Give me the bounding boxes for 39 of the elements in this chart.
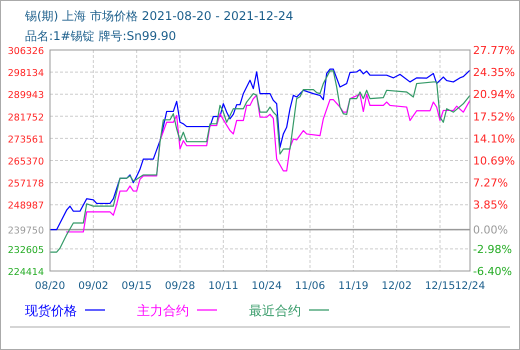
y-tick-label: 289943 bbox=[8, 90, 44, 102]
y2-tick-label: 17.52% bbox=[473, 110, 515, 124]
line-series bbox=[66, 94, 471, 233]
y-tick-label: 239750 bbox=[8, 226, 44, 237]
y2-tick-label: -6.40% bbox=[473, 265, 512, 278]
x-tick-label: 11/19 bbox=[338, 280, 368, 292]
x-tick-label: 11/06 bbox=[294, 280, 326, 292]
y-tick-label: 224414 bbox=[8, 267, 44, 278]
y2-tick-label: -2.98% bbox=[473, 242, 512, 256]
y2-tick-label: 14.10% bbox=[473, 132, 515, 146]
y2-tick-label: 7.27% bbox=[473, 176, 508, 190]
legend-label: 现货价格 bbox=[25, 304, 77, 319]
x-tick-label: 12/15 bbox=[424, 280, 456, 292]
y-tick-label: 306326 bbox=[8, 46, 44, 57]
x-tick-label: 10/24 bbox=[252, 280, 282, 292]
y2-tick-label: 24.35% bbox=[473, 66, 515, 80]
y2-tick-label: 3.85% bbox=[473, 198, 508, 212]
y-tick-label: 248987 bbox=[8, 200, 44, 212]
y-tick-label: 265370 bbox=[8, 156, 44, 168]
y-tick-label: 232605 bbox=[8, 244, 44, 256]
chart-subtitle: 品名:1#锡锭 牌号:Sn99.90 bbox=[25, 29, 176, 43]
y-tick-label: 281752 bbox=[8, 112, 44, 124]
chart-title: 锡(期) 上海 市场价格 2021-08-20 - 2021-12-24 bbox=[24, 9, 294, 23]
y2-tick-label: 20.94% bbox=[473, 88, 515, 102]
x-tick-label: 12/02 bbox=[382, 280, 412, 292]
y2-tick-label: 27.77% bbox=[473, 44, 515, 57]
legend-label: 最近合约 bbox=[249, 304, 301, 319]
x-tick-label: 09/02 bbox=[78, 280, 108, 292]
x-tick-label: 08/20 bbox=[34, 280, 66, 292]
y2-tick-label: 0.00% bbox=[473, 224, 508, 237]
x-tick-label: 10/11 bbox=[208, 280, 238, 292]
x-tick-label: 09/28 bbox=[164, 280, 196, 292]
y-tick-label: 273561 bbox=[8, 134, 44, 146]
y-tick-label: 298134 bbox=[8, 68, 44, 80]
legend-label: 主力合约 bbox=[137, 303, 189, 319]
y-tick-label: 257178 bbox=[8, 178, 44, 190]
y2-tick-label: 10.69% bbox=[473, 154, 515, 168]
x-tick-label: 12/24 bbox=[454, 280, 486, 292]
x-tick-label: 09/15 bbox=[122, 280, 152, 292]
